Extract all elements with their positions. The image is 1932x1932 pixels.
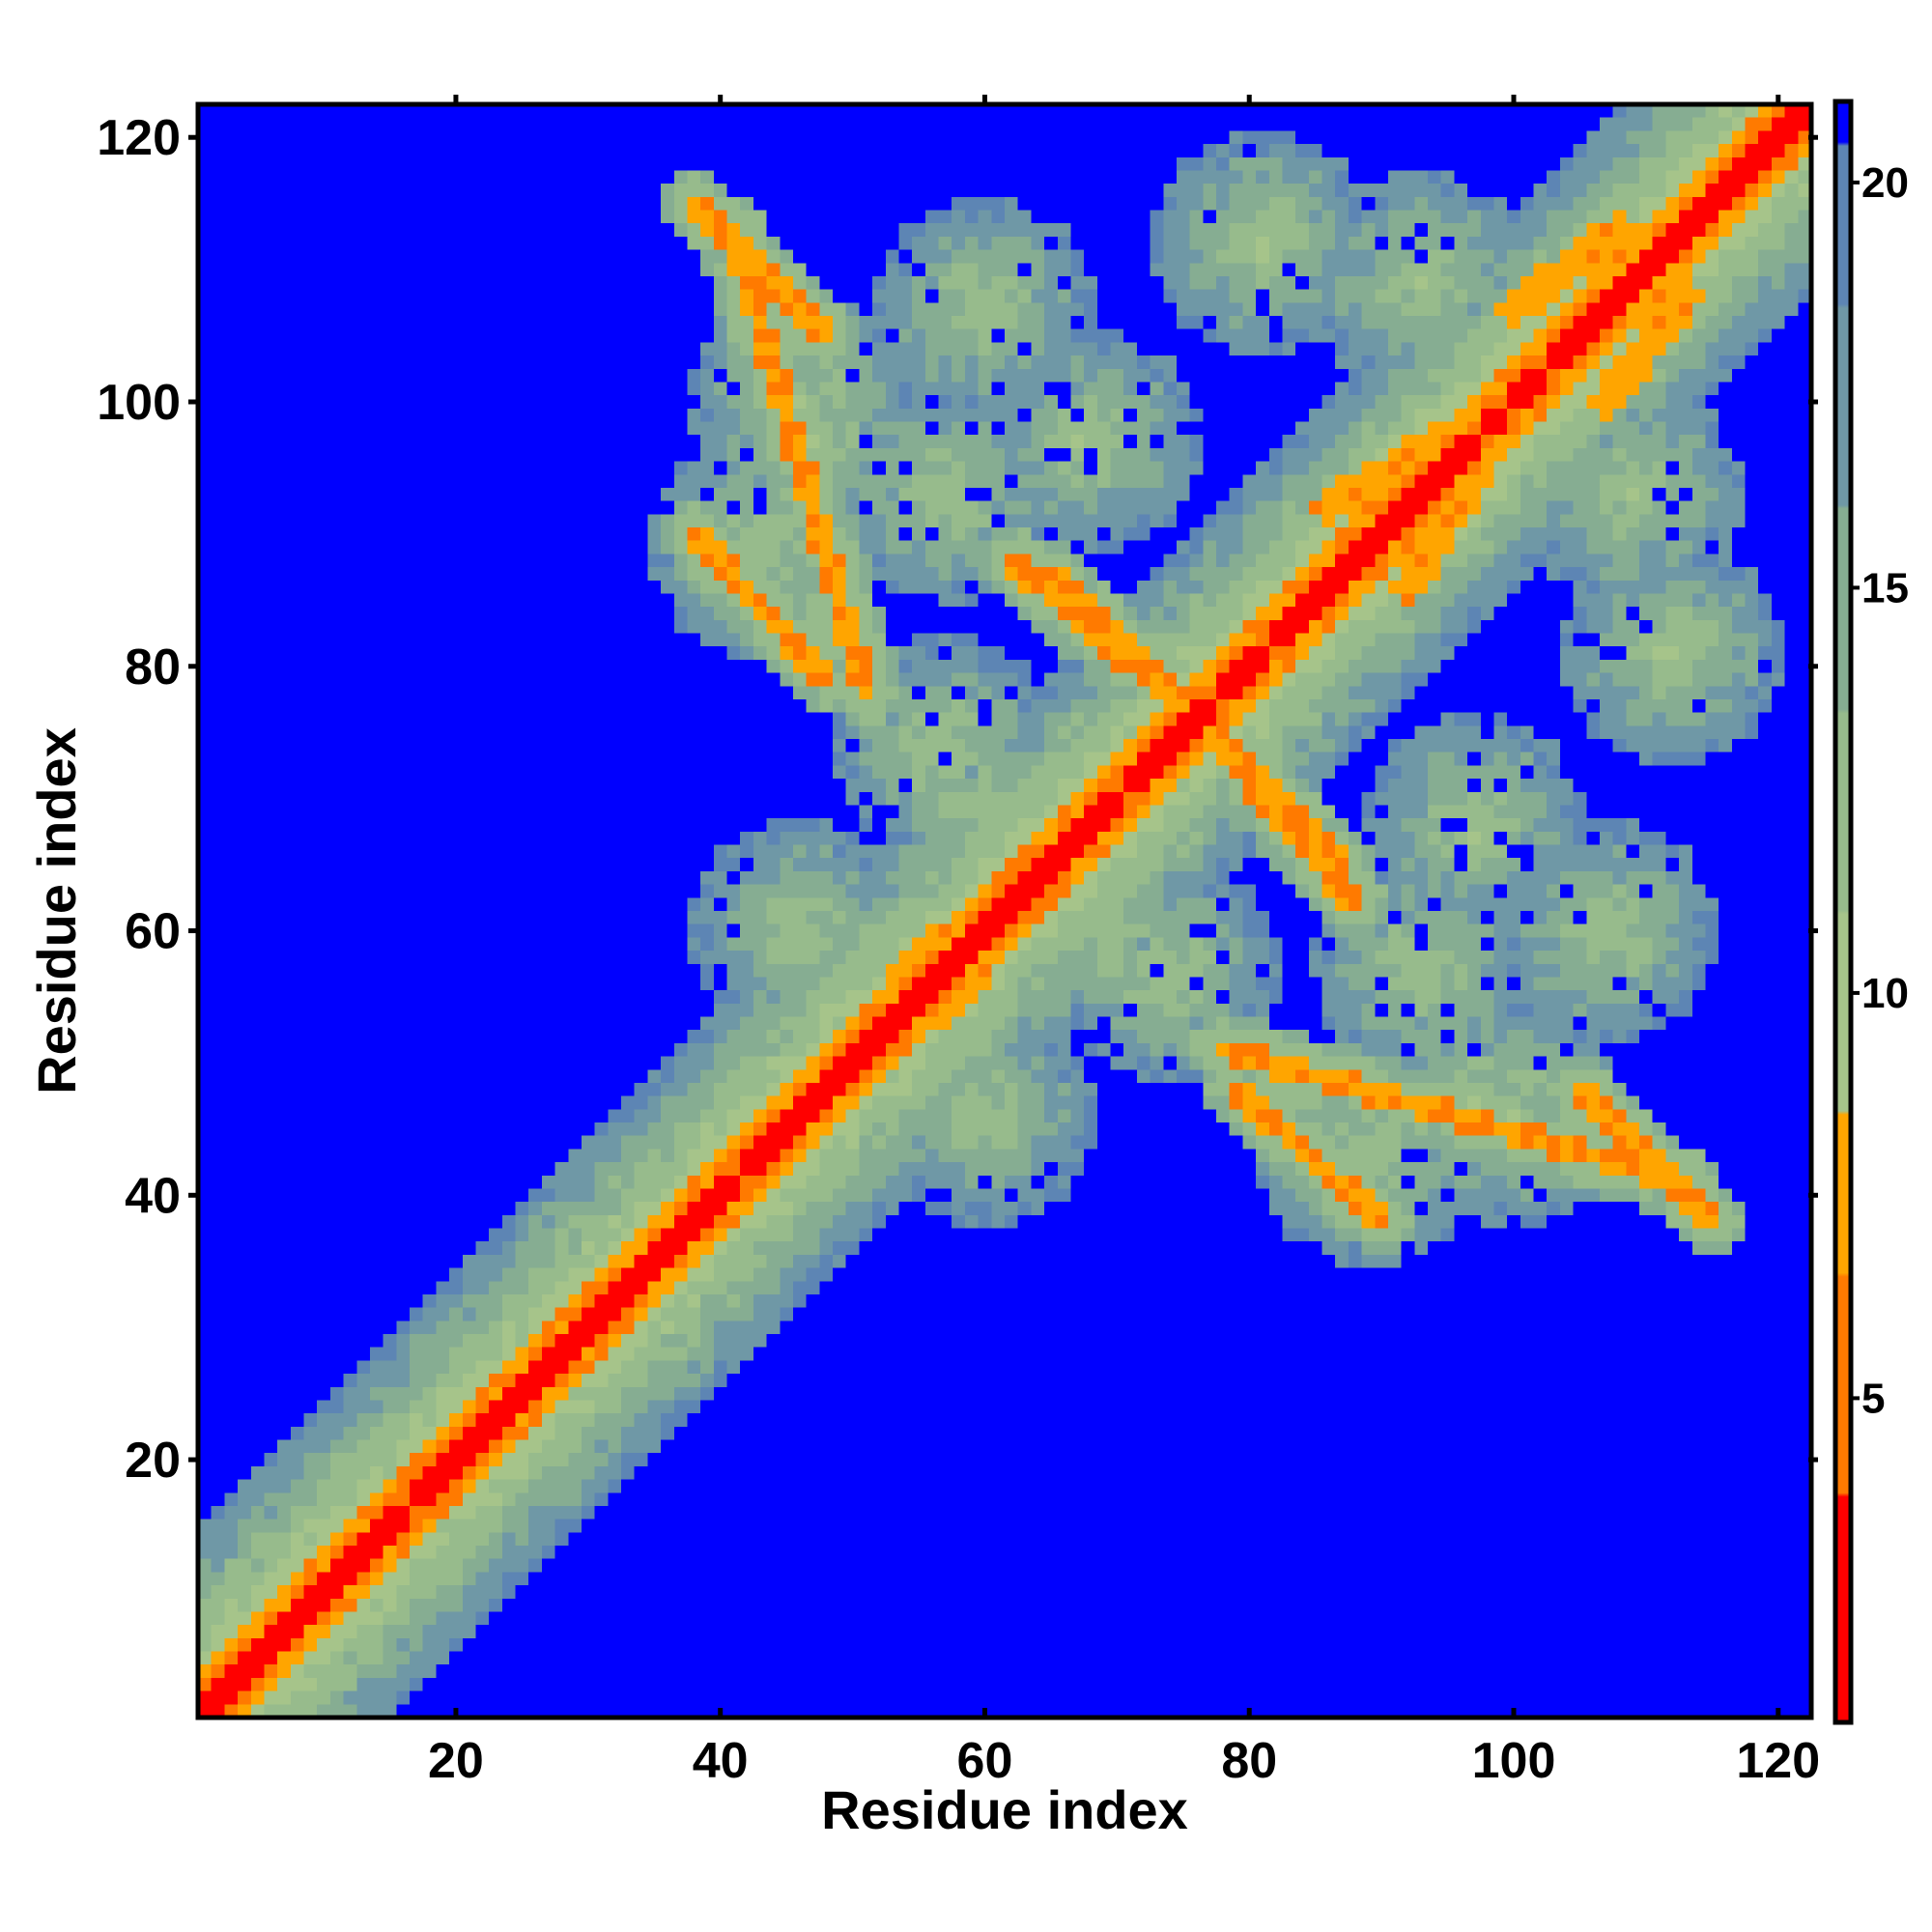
x-tick-label: 60 (957, 1733, 1013, 1789)
colorbar-gradient (1835, 101, 1851, 1722)
x-axis-label: Residue index (821, 1779, 1188, 1840)
x-tick-label: 80 (1221, 1733, 1277, 1789)
x-tick-label: 120 (1736, 1733, 1820, 1789)
colorbar-tick-label: 15 (1861, 564, 1909, 611)
x-tick-label: 40 (693, 1733, 749, 1789)
y-axis-ticks: 20 40 60 80 100 120 (97, 110, 1818, 1489)
y-tick-label: 100 (97, 375, 181, 431)
colorbar-tick-label: 5 (1861, 1375, 1885, 1422)
y-tick-label: 80 (125, 639, 181, 696)
x-tick-label: 100 (1472, 1733, 1556, 1789)
x-tick-label: 20 (428, 1733, 484, 1789)
contact-map-heatmap (198, 104, 1811, 1718)
y-axis-label: Residue index (26, 727, 87, 1094)
colorbar-tick-label: 20 (1861, 159, 1909, 207)
y-tick-label: 120 (97, 110, 181, 166)
y-tick-label: 40 (125, 1168, 181, 1224)
y-tick-label: 60 (125, 904, 181, 960)
colorbar-ticks: 5 10 15 20 (1851, 159, 1909, 1422)
colorbar-tick-label: 10 (1861, 970, 1909, 1017)
y-tick-label: 20 (125, 1433, 181, 1489)
colorbar-frame (1833, 99, 1854, 1725)
plot-frame (195, 101, 1814, 1720)
x-axis-ticks: 20 40 60 80 100 120 (428, 95, 1820, 1789)
